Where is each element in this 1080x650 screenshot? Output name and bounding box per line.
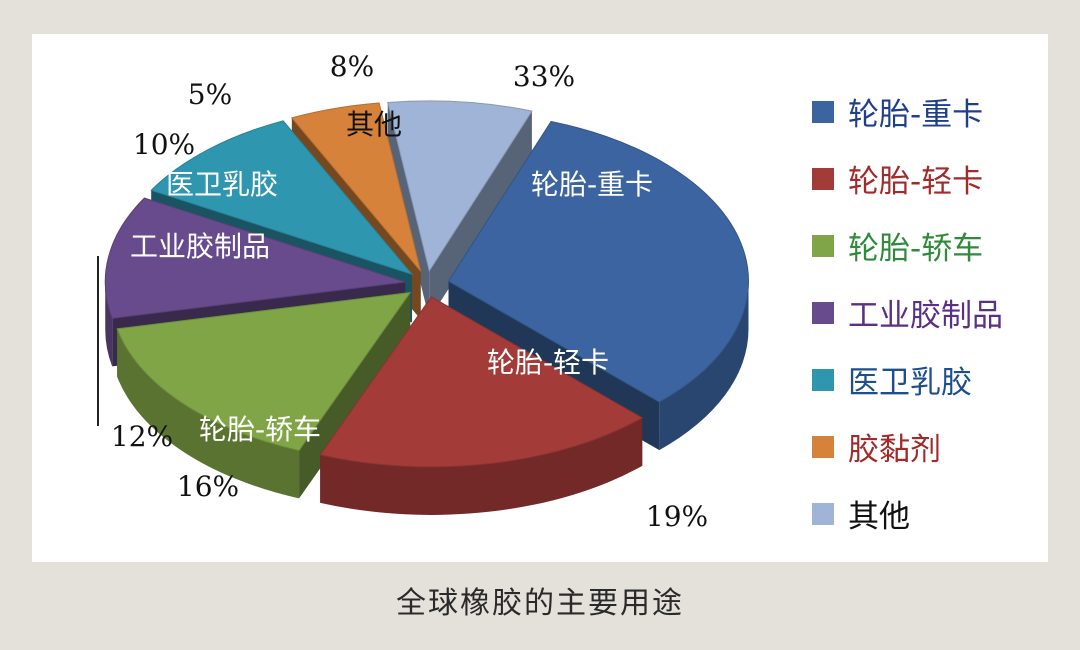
slice-category-label: 其他 bbox=[346, 108, 402, 141]
slice-top-face bbox=[387, 100, 533, 273]
pie-slice bbox=[319, 296, 644, 515]
slice-category-label: 轮胎-轻卡 bbox=[487, 346, 609, 379]
slice-outer-wall bbox=[320, 417, 643, 515]
legend-swatch bbox=[812, 502, 834, 525]
pie-slice bbox=[447, 120, 749, 451]
slice-percent-label: 12% bbox=[111, 420, 173, 453]
slice-category-label: 医卫乳胶 bbox=[166, 168, 278, 201]
legend-item-light-truck: 轮胎-轻卡 bbox=[812, 145, 1052, 212]
slice-top-face bbox=[319, 296, 644, 468]
legend-swatch bbox=[812, 167, 834, 190]
slice-percent-label: 16% bbox=[177, 470, 239, 503]
slice-percent-label: 5% bbox=[188, 78, 232, 111]
legend-swatch bbox=[812, 100, 834, 123]
legend-item-other: 其他 bbox=[812, 480, 1052, 547]
slice-percent-label: 33% bbox=[513, 60, 575, 93]
legend-swatch bbox=[812, 368, 834, 391]
legend-swatch bbox=[812, 435, 834, 458]
slice-category-label: 工业胶制品 bbox=[130, 230, 270, 263]
legend-item-car: 轮胎-轿车 bbox=[812, 212, 1052, 279]
legend-label: 工业胶制品 bbox=[848, 298, 1003, 334]
chart-panel: 33% 轮胎-重卡 19% 轮胎-轻卡 16% 轮胎-轿车 12% 工业胶制品 10% 医卫乳胶 5… bbox=[32, 34, 1048, 562]
legend-label: 其他 bbox=[848, 499, 910, 535]
slice-top-face bbox=[104, 197, 406, 319]
slice-percent-label: 8% bbox=[330, 50, 374, 83]
legend-item-medical-latex: 医卫乳胶 bbox=[812, 346, 1052, 413]
legend-label: 胶黏剂 bbox=[848, 432, 941, 468]
legend-swatch bbox=[812, 234, 834, 257]
slice-percent-label: 10% bbox=[133, 128, 195, 161]
slice-outer-wall bbox=[105, 282, 113, 367]
legend: 轮胎-重卡 轮胎-轻卡 轮胎-轿车 工业胶制品 医卫乳胶 胶黏剂 其他 bbox=[812, 78, 1052, 547]
legend-label: 轮胎-轻卡 bbox=[848, 164, 984, 200]
slice-category-label: 轮胎-重卡 bbox=[531, 168, 653, 201]
slice-top-face bbox=[290, 102, 422, 272]
legend-label: 轮胎-轿车 bbox=[848, 231, 984, 267]
slice-top-face bbox=[447, 120, 749, 403]
legend-item-heavy-truck: 轮胎-重卡 bbox=[812, 78, 1052, 145]
legend-label: 医卫乳胶 bbox=[848, 365, 972, 401]
slice-percent-label: 19% bbox=[646, 500, 708, 533]
slice-outer-wall bbox=[659, 281, 749, 451]
slice-side-wall bbox=[429, 111, 532, 319]
slice-top-face bbox=[116, 291, 412, 451]
pie-chart: 33% 轮胎-重卡 19% 轮胎-轻卡 16% 轮胎-轿车 12% 工业胶制品 10% 医卫乳胶 5… bbox=[97, 50, 749, 533]
legend-item-industrial: 工业胶制品 bbox=[812, 279, 1052, 346]
caption: 全球橡胶的主要用途 bbox=[396, 586, 684, 621]
legend-swatch bbox=[812, 301, 834, 324]
slice-outer-wall bbox=[117, 328, 300, 499]
legend-label: 轮胎-重卡 bbox=[848, 97, 984, 133]
slice-category-label: 轮胎-轿车 bbox=[199, 413, 321, 446]
legend-item-adhesive: 胶黏剂 bbox=[812, 413, 1052, 480]
slice-top-face bbox=[150, 120, 414, 276]
